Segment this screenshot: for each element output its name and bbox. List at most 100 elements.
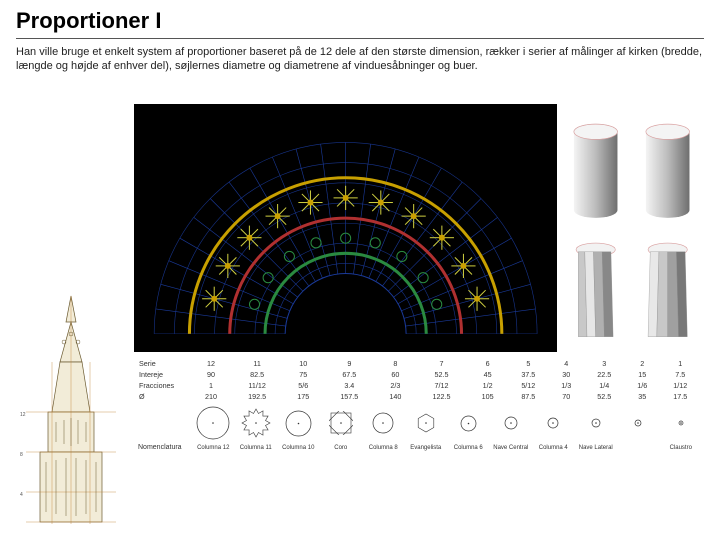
table-cell: 122.5 <box>414 391 468 402</box>
column-section-shape <box>320 411 363 435</box>
table-cell: 140 <box>376 391 414 402</box>
table-cell: 70 <box>550 391 583 402</box>
table-cell: 22.5 <box>583 369 626 380</box>
table-cell: 105 <box>469 391 507 402</box>
main-panel: Serie121110987654321Intereje9082.57567.5… <box>134 104 706 532</box>
table-cell: 4 <box>550 358 583 369</box>
page-title: Proportioner I <box>0 0 720 38</box>
nomenclatura-label: Nomenclatura <box>138 444 192 451</box>
nomenclatura-cell: Columna 4 <box>532 445 575 451</box>
table-cell: 210 <box>192 391 230 402</box>
columns-3d-panel <box>557 104 706 352</box>
table-cell: 52.5 <box>414 369 468 380</box>
table-cell: 52.5 <box>583 391 626 402</box>
table-cell: 11/12 <box>230 380 284 391</box>
body-paragraph: Han ville bruge et enkelt system af prop… <box>0 45 720 82</box>
table-cell: 82.5 <box>230 369 284 380</box>
table-cell: 2/3 <box>376 380 414 391</box>
table-row: Ø210192.5175157.5140122.510587.57052.535… <box>138 391 702 402</box>
column-section-shape <box>575 418 618 428</box>
column-section-shape <box>362 412 405 434</box>
row-label: Fracciones <box>138 380 192 391</box>
nomenclatura-cell: Evangelista <box>405 445 448 451</box>
column-3d-4 <box>635 234 700 348</box>
table-row: Intereje9082.57567.56052.54537.53022.515… <box>138 369 702 380</box>
table-cell: 37.5 <box>507 369 550 380</box>
svg-text:12: 12 <box>20 412 26 418</box>
table-cell: 175 <box>284 391 322 402</box>
spire-elevation-drawing: 12 8 4 <box>16 292 126 532</box>
table-cell: 1/12 <box>659 380 703 391</box>
table-cell: 1 <box>659 358 703 369</box>
svg-text:8: 8 <box>20 452 23 458</box>
table-cell: 11 <box>230 358 284 369</box>
table-cell: 7/12 <box>414 380 468 391</box>
table-row: Serie121110987654321 <box>138 358 702 369</box>
table-cell: 75 <box>284 369 322 380</box>
nomenclatura-cell: Nave Central <box>490 445 533 451</box>
table-cell: 45 <box>469 369 507 380</box>
table-cell: 1/6 <box>626 380 659 391</box>
table-cell: 15 <box>626 369 659 380</box>
table-cell: 87.5 <box>507 391 550 402</box>
nomenclatura-cell: Columna 10 <box>277 445 320 451</box>
arch-geometry-diagram <box>134 104 557 352</box>
table-cell: 3.4 <box>322 380 376 391</box>
nomenclatura-cell: Nave Lateral <box>575 445 618 451</box>
table-cell: 5/6 <box>284 380 322 391</box>
column-section-shapes-row <box>138 406 702 440</box>
proportions-table-panel: Serie121110987654321Intereje9082.57567.5… <box>134 352 706 532</box>
column-section-shape <box>617 419 660 427</box>
column-section-shape <box>235 408 278 438</box>
column-section-shape <box>405 413 448 433</box>
table-cell: 1 <box>192 380 230 391</box>
table-row: Fracciones111/125/63.42/37/121/25/121/31… <box>138 380 702 391</box>
column-section-shape <box>447 415 490 432</box>
column-3d-2 <box>635 114 700 228</box>
table-cell: 5/12 <box>507 380 550 391</box>
svg-text:4: 4 <box>20 492 23 498</box>
column-3d-1 <box>563 114 628 228</box>
table-cell: 192.5 <box>230 391 284 402</box>
table-cell: 5 <box>507 358 550 369</box>
column-section-shape <box>490 416 533 430</box>
nomenclatura-cell: Columna 11 <box>235 445 278 451</box>
column-3d-3 <box>563 234 628 348</box>
nomenclatura-cell: Columna 12 <box>192 445 235 451</box>
nomenclatura-cell: Columna 8 <box>362 445 405 451</box>
table-cell: 1/3 <box>550 380 583 391</box>
table-cell: 12 <box>192 358 230 369</box>
column-section-shape <box>660 420 703 426</box>
proportions-table: Serie121110987654321Intereje9082.57567.5… <box>138 358 702 402</box>
title-rule <box>16 38 704 39</box>
table-cell: 8 <box>376 358 414 369</box>
table-cell: 17.5 <box>659 391 703 402</box>
upper-row <box>134 104 706 352</box>
column-section-shape <box>532 417 575 429</box>
table-cell: 30 <box>550 369 583 380</box>
table-cell: 67.5 <box>322 369 376 380</box>
nomenclatura-row: Nomenclatura Columna 12Columna 11Columna… <box>138 444 702 451</box>
table-cell: 157.5 <box>322 391 376 402</box>
table-cell: 90 <box>192 369 230 380</box>
row-label: Serie <box>138 358 192 369</box>
row-label: Intereje <box>138 369 192 380</box>
table-cell: 6 <box>469 358 507 369</box>
column-section-shape <box>277 410 320 437</box>
table-cell: 7.5 <box>659 369 703 380</box>
spire-svg: 12 8 4 <box>16 292 126 532</box>
table-cell: 1/4 <box>583 380 626 391</box>
table-cell: 10 <box>284 358 322 369</box>
row-label: Ø <box>138 391 192 402</box>
nomenclatura-cell: Coro <box>320 445 363 451</box>
figure-area: 12 8 4 <box>16 104 706 532</box>
table-cell: 2 <box>626 358 659 369</box>
table-cell: 7 <box>414 358 468 369</box>
table-cell: 60 <box>376 369 414 380</box>
nomenclatura-cell: Claustro <box>660 445 703 451</box>
column-section-shape <box>192 406 235 440</box>
nomenclatura-cell: Columna 6 <box>447 445 490 451</box>
table-cell: 35 <box>626 391 659 402</box>
table-cell: 1/2 <box>469 380 507 391</box>
table-cell: 3 <box>583 358 626 369</box>
